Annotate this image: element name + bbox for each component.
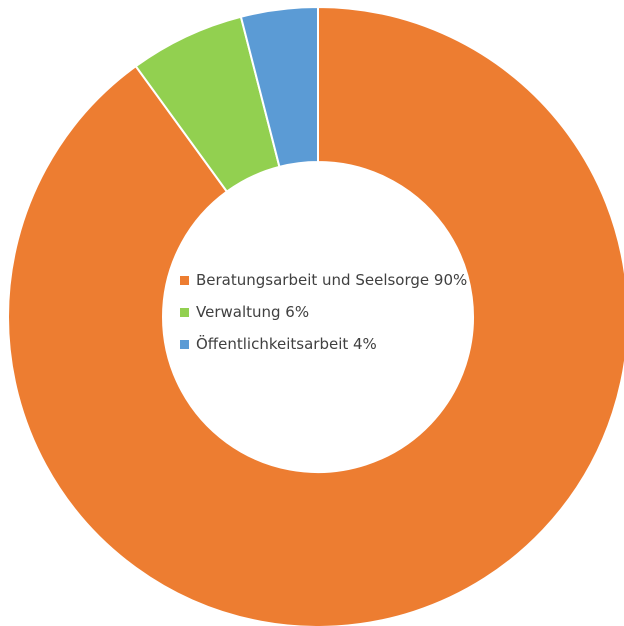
legend-item-beratungsarbeit: Beratungsarbeit und Seelsorge 90%	[180, 270, 467, 290]
legend-swatch-verwaltung	[180, 307, 189, 317]
legend-label-oeffentlichkeitsarbeit: Öffentlichkeitsarbeit 4%	[196, 335, 377, 353]
legend-item-oeffentlichkeitsarbeit: Öffentlichkeitsarbeit 4%	[180, 334, 467, 354]
legend-item-verwaltung: Verwaltung 6%	[180, 302, 467, 322]
legend-swatch-oeffentlichkeitsarbeit	[180, 339, 189, 349]
donut-slice-beratungsarbeit-und-seelsorge	[7, 5, 624, 626]
legend-label-beratungsarbeit: Beratungsarbeit und Seelsorge 90%	[196, 271, 468, 289]
legend-label-verwaltung: Verwaltung 6%	[196, 303, 310, 321]
donut-slice-öffentlichkeitsarbeit	[239, 5, 319, 169]
chart-legend: Beratungsarbeit und Seelsorge 90% Verwal…	[180, 270, 467, 366]
legend-swatch-beratungsarbeit	[180, 275, 189, 285]
